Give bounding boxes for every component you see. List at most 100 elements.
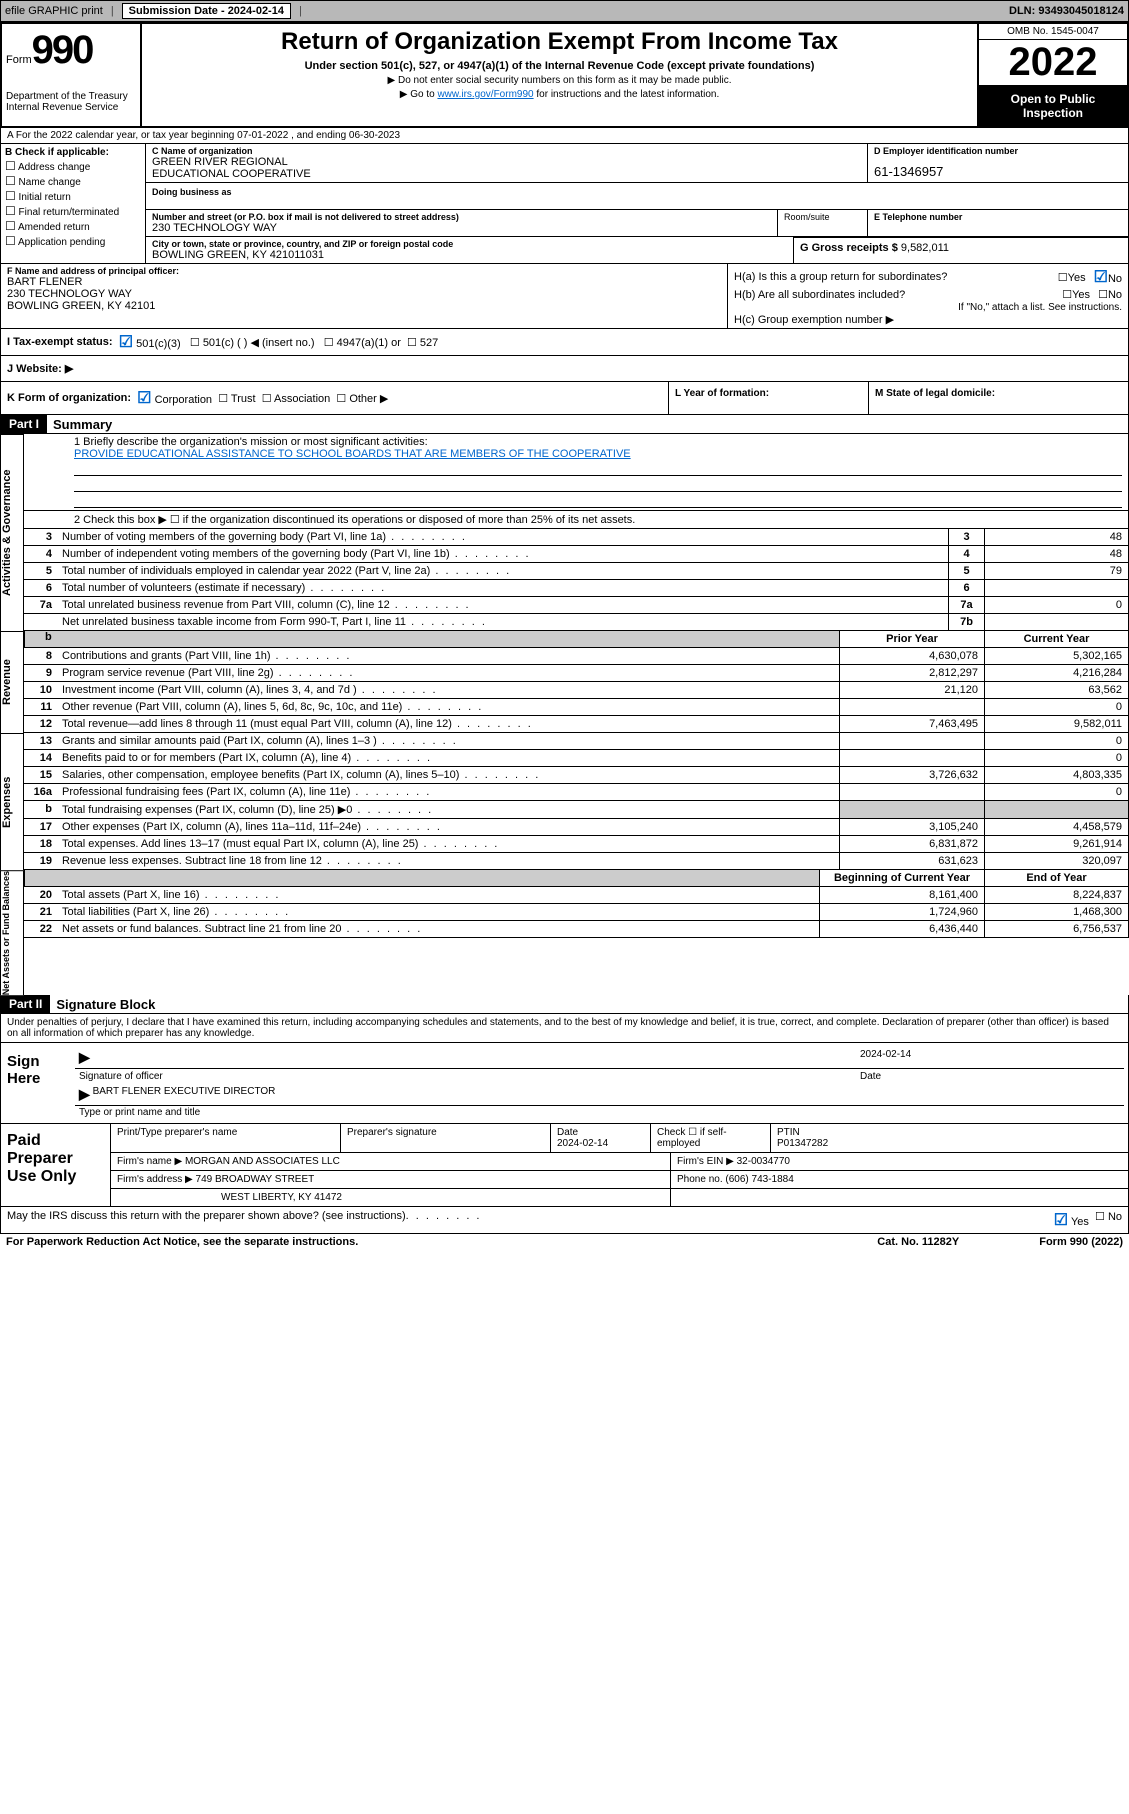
officer-name: BART FLENER — [7, 276, 721, 288]
row-12: 12Total revenue—add lines 8 through 11 (… — [24, 716, 1129, 733]
ha-label: H(a) Is this a group return for subordin… — [734, 271, 1050, 283]
street-value: 230 TECHNOLOGY WAY — [152, 222, 771, 234]
chk-address-change[interactable]: ☐ Address change — [5, 159, 141, 173]
discuss-no[interactable]: ☐ No — [1095, 1210, 1122, 1230]
firm-name: MORGAN AND ASSOCIATES LLC — [185, 1156, 340, 1167]
chk-4947[interactable]: ☐ 4947(a)(1) or — [324, 336, 401, 349]
chk-corp[interactable]: ☑ Corporation — [137, 388, 212, 408]
chk-assoc[interactable]: ☐ Association — [262, 392, 331, 405]
city-label: City or town, state or province, country… — [152, 239, 787, 249]
paid-preparer-block: Paid Preparer Use Only Print/Type prepar… — [0, 1124, 1129, 1207]
hb-label: H(b) Are all subordinates included? — [734, 289, 1054, 301]
sig-date-label: Date — [860, 1071, 1120, 1082]
boxes-bcde: B Check if applicable: ☐ Address change … — [0, 144, 1129, 264]
signature-intro: Under penalties of perjury, I declare th… — [0, 1014, 1129, 1043]
line-j: J Website: ▶ — [0, 356, 1129, 382]
line-k: K Form of organization: ☑ Corporation ☐ … — [0, 382, 1129, 415]
discuss-yes[interactable]: ☑ Yes — [1054, 1210, 1089, 1230]
box-c-label: C Name of organization — [152, 146, 861, 156]
form-title: Return of Organization Exempt From Incom… — [148, 28, 971, 56]
gov-row-5: 5Total number of individuals employed in… — [24, 563, 1129, 580]
officer-printed: BART FLENER EXECUTIVE DIRECTOR — [93, 1086, 276, 1103]
gov-row-3: 3Number of voting members of the governi… — [24, 529, 1129, 546]
ha-no[interactable]: ☑No — [1094, 267, 1122, 287]
hc-label: H(c) Group exemption number ▶ — [734, 313, 1122, 326]
open-public-badge: Open to Public Inspection — [979, 86, 1127, 126]
hb-no[interactable]: ☐No — [1098, 288, 1122, 301]
sign-date: 2024-02-14 — [860, 1049, 1120, 1066]
firm-address: 749 BROADWAY STREET — [196, 1174, 315, 1185]
box-l: L Year of formation: — [668, 382, 868, 414]
firm-city: WEST LIBERTY, KY 41472 — [111, 1189, 671, 1206]
chk-initial-return[interactable]: ☐ Initial return — [5, 189, 141, 203]
row-20: 20Total assets (Part X, line 16)8,161,40… — [24, 887, 1129, 904]
box-b: B Check if applicable: ☐ Address change … — [1, 144, 146, 263]
note-link: ▶ Go to www.irs.gov/Form990 for instruct… — [148, 89, 971, 100]
box-g-label: G Gross receipts $ — [800, 242, 898, 254]
box-f-label: F Name and address of principal officer: — [7, 266, 721, 276]
chk-trust[interactable]: ☐ Trust — [218, 392, 255, 405]
firm-phone: (606) 743-1884 — [725, 1174, 793, 1185]
hdr-begin-year: Beginning of Current Year — [819, 870, 984, 886]
side-net-assets: Net Assets or Fund Balances — [0, 870, 24, 995]
cat-no: Cat. No. 11282Y — [877, 1236, 959, 1248]
gov-row-7b: Net unrelated business taxable income fr… — [24, 614, 1129, 631]
sig-officer-label: Signature of officer — [79, 1071, 860, 1082]
note-ssn: ▶ Do not enter social security numbers o… — [148, 75, 971, 86]
tax-year: 2022 — [979, 40, 1127, 86]
line-i: I Tax-exempt status: ☑ 501(c)(3) ☐ 501(c… — [0, 329, 1129, 356]
ein-value: 61-1346957 — [874, 164, 1122, 179]
box-d-label: D Employer identification number — [874, 146, 1122, 156]
footer: For Paperwork Reduction Act Notice, see … — [0, 1234, 1129, 1250]
irs-discuss-line: May the IRS discuss this return with the… — [0, 1207, 1129, 1234]
hb-yes[interactable]: ☐Yes — [1062, 288, 1090, 301]
prep-sig-label: Preparer's signature — [341, 1124, 551, 1152]
prep-name-label: Print/Type preparer's name — [111, 1124, 341, 1152]
part2-header: Part II Signature Block — [0, 995, 1129, 1014]
form-header: Form 990 Department of the Treasury Inte… — [0, 22, 1129, 128]
prep-date: 2024-02-14 — [557, 1138, 608, 1149]
prep-self-emp[interactable]: Check ☐ if self-employed — [651, 1124, 771, 1152]
omb-number: OMB No. 1545-0047 — [979, 24, 1127, 40]
row-15: 15Salaries, other compensation, employee… — [24, 767, 1129, 784]
chk-amended[interactable]: ☐ Amended return — [5, 219, 141, 233]
org-name: GREEN RIVER REGIONAL EDUCATIONAL COOPERA… — [152, 156, 861, 180]
irs-link[interactable]: www.irs.gov/Form990 — [437, 89, 533, 100]
box-m: M State of legal domicile: — [868, 382, 1128, 414]
line2: 2 Check this box ▶ ☐ if the organization… — [24, 511, 1129, 529]
row-14: 14Benefits paid to or for members (Part … — [24, 750, 1129, 767]
submission-date: Submission Date - 2024-02-14 — [122, 3, 291, 19]
chk-501c[interactable]: ☐ 501(c) ( ) ◀ (insert no.) — [190, 336, 315, 349]
city-value: BOWLING GREEN, KY 421011031 — [152, 249, 787, 261]
chk-final-return[interactable]: ☐ Final return/terminated — [5, 204, 141, 218]
chk-501c3[interactable]: ☑ 501(c)(3) — [119, 332, 181, 352]
row-9: 9Program service revenue (Part VIII, lin… — [24, 665, 1129, 682]
gross-receipts: 9,582,011 — [901, 242, 949, 254]
hdr-prior-year: Prior Year — [839, 631, 984, 647]
sign-here-block: Sign Here ▶ 2024-02-14 Signature of offi… — [0, 1043, 1129, 1124]
efile-label[interactable]: efile GRAPHIC print — [5, 5, 103, 17]
sign-here-label: Sign Here — [1, 1043, 71, 1123]
chk-name-change[interactable]: ☐ Name change — [5, 174, 141, 188]
gov-row-6: 6Total number of volunteers (estimate if… — [24, 580, 1129, 597]
ha-yes[interactable]: ☐Yes — [1058, 271, 1086, 284]
chk-app-pending[interactable]: ☐ Application pending — [5, 234, 141, 248]
row-18: 18Total expenses. Add lines 13–17 (must … — [24, 836, 1129, 853]
row-16a: 16aProfessional fundraising fees (Part I… — [24, 784, 1129, 801]
row-13: 13Grants and similar amounts paid (Part … — [24, 733, 1129, 750]
top-bar: efile GRAPHIC print | Submission Date - … — [0, 0, 1129, 22]
street-label: Number and street (or P.O. box if mail i… — [152, 212, 771, 222]
chk-other[interactable]: ☐ Other ▶ — [336, 392, 388, 405]
side-expenses: Expenses — [0, 733, 24, 870]
box-e-label: E Telephone number — [874, 212, 1122, 222]
row-b: bTotal fundraising expenses (Part IX, co… — [24, 801, 1129, 819]
ptin: P01347282 — [777, 1138, 828, 1149]
firm-ein: 32-0034770 — [737, 1156, 790, 1167]
officer-street: 230 TECHNOLOGY WAY — [7, 288, 721, 300]
row-11: 11Other revenue (Part VIII, column (A), … — [24, 699, 1129, 716]
hb-note: If "No," attach a list. See instructions… — [734, 302, 1122, 313]
paid-prep-label: Paid Preparer Use Only — [1, 1124, 111, 1206]
chk-527[interactable]: ☐ 527 — [407, 336, 438, 349]
boxes-fh: F Name and address of principal officer:… — [0, 264, 1129, 329]
dln: DLN: 93493045018124 — [1009, 5, 1124, 17]
